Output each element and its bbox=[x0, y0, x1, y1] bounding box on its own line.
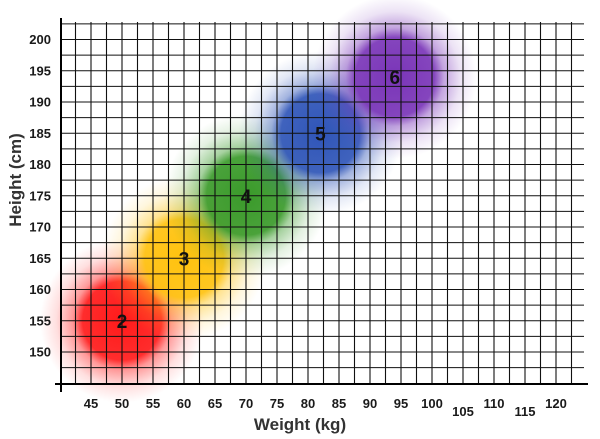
x-tick-label: 50 bbox=[115, 396, 129, 411]
y-tick-label: 165 bbox=[29, 251, 51, 266]
y-tick-label: 195 bbox=[29, 63, 51, 78]
x-tick-label: 85 bbox=[332, 396, 346, 411]
y-axis-title: Height (cm) bbox=[6, 133, 25, 227]
y-tick-labels: 150 155 160 165 170 175 180 185 190 195 200 bbox=[29, 32, 51, 360]
x-tick-labels: 45 50 55 60 65 70 75 80 85 90 95 100 105 110 115 120 bbox=[84, 396, 567, 419]
x-tick-label: 105 bbox=[452, 404, 474, 419]
x-tick-label: 95 bbox=[394, 396, 408, 411]
x-tick-label: 115 bbox=[515, 404, 536, 419]
y-tick-label: 160 bbox=[29, 282, 51, 297]
grid-lines bbox=[61, 22, 584, 384]
x-tick-label: 120 bbox=[545, 396, 567, 411]
x-tick-label: 65 bbox=[208, 396, 222, 411]
x-tick-label: 75 bbox=[270, 396, 284, 411]
x-tick-label: 60 bbox=[177, 396, 191, 411]
y-tick-label: 155 bbox=[29, 313, 51, 328]
x-tick-label: 110 bbox=[484, 396, 505, 411]
y-tick-label: 190 bbox=[29, 95, 51, 110]
bubble-label-3: 3 bbox=[179, 249, 190, 270]
x-tick-label: 70 bbox=[239, 396, 253, 411]
y-tick-label: 185 bbox=[29, 126, 51, 141]
bubble-label-5: 5 bbox=[315, 124, 326, 145]
x-tick-label: 100 bbox=[421, 396, 443, 411]
y-tick-label: 180 bbox=[29, 157, 51, 172]
bubble-label-2: 2 bbox=[117, 312, 128, 333]
x-tick-label: 90 bbox=[363, 396, 377, 411]
bubble-layer bbox=[40, 0, 477, 403]
axes bbox=[55, 18, 588, 392]
x-tick-label: 55 bbox=[146, 396, 160, 411]
y-tick-label: 150 bbox=[29, 345, 51, 360]
point-labels: 2 3 4 5 6 bbox=[117, 68, 400, 333]
x-tick-label: 45 bbox=[84, 396, 98, 411]
bubble-label-6: 6 bbox=[390, 68, 401, 89]
x-axis-title: Weight (kg) bbox=[254, 415, 346, 434]
bubble-label-4: 4 bbox=[241, 187, 252, 208]
y-tick-label: 170 bbox=[29, 220, 51, 235]
y-tick-label: 200 bbox=[29, 32, 51, 47]
y-tick-label: 175 bbox=[29, 188, 51, 203]
x-tick-label: 80 bbox=[301, 396, 315, 411]
